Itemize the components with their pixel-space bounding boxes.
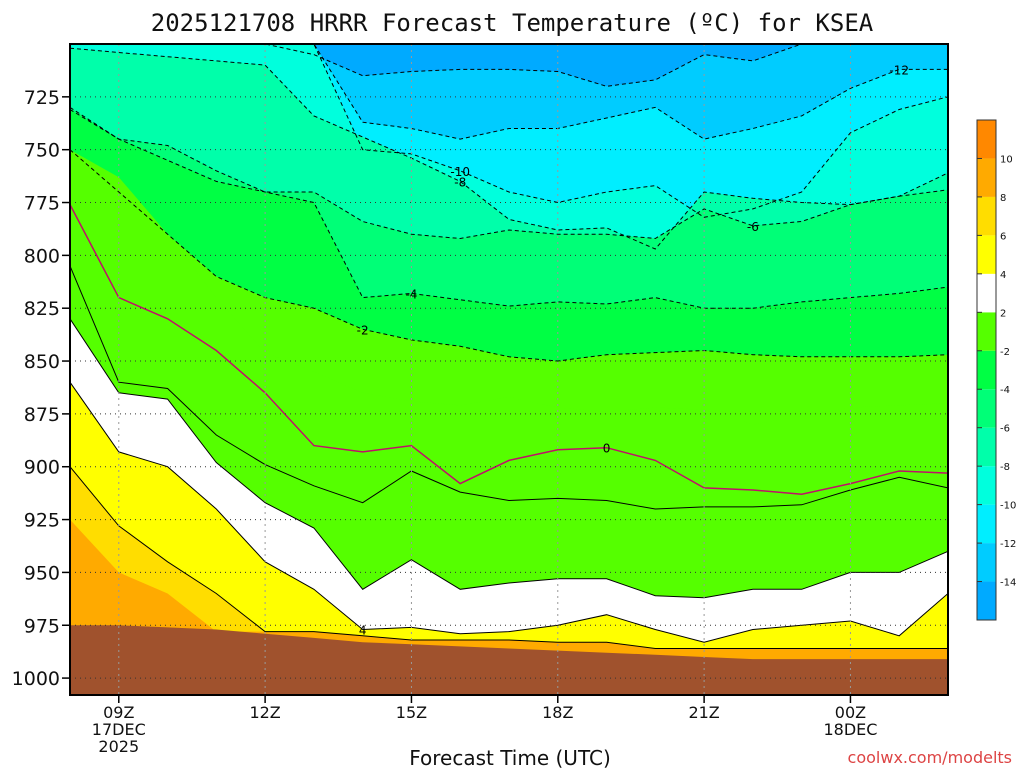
x-tick-label: 09Z bbox=[103, 703, 134, 722]
x-axis-title: Forecast Time (UTC) bbox=[409, 746, 611, 768]
isotherm-0 bbox=[70, 204, 948, 495]
colorbar-swatch bbox=[977, 235, 996, 274]
colorbar-swatch bbox=[977, 427, 996, 467]
isotherm--4 bbox=[70, 109, 948, 309]
colorbar-tick-label: -2 bbox=[1000, 347, 1010, 358]
colorbar-tick-label: -4 bbox=[1000, 385, 1010, 396]
colorbar-swatch bbox=[977, 158, 996, 197]
isotherm--2 bbox=[70, 149, 948, 362]
isotherm-lines: -12 -10-8 -6 -4 -2 0 4 bbox=[70, 44, 948, 649]
colorbar-tick-label: 10 bbox=[1000, 154, 1013, 165]
isotherm--12 bbox=[70, 44, 948, 140]
y-tick-label: 850 bbox=[24, 351, 60, 373]
contour-label: 4 bbox=[359, 623, 367, 637]
colorbar-swatch bbox=[977, 504, 996, 544]
isotherm--10 bbox=[70, 44, 948, 218]
colorbar-swatch bbox=[977, 312, 996, 351]
x-tick-label: 18Z bbox=[542, 703, 573, 722]
isotherm--6 bbox=[70, 106, 948, 240]
colorbar-swatch bbox=[977, 350, 996, 390]
y-axis: 725 750 775 800 825 850 875 900 925 950 975 1000 bbox=[12, 87, 70, 690]
temperature-bands bbox=[70, 44, 948, 695]
y-tick-label: 725 bbox=[24, 87, 60, 109]
colorbar-swatch bbox=[977, 466, 996, 505]
x-tick-label: 17DEC bbox=[92, 720, 146, 739]
contour-label: -4 bbox=[405, 287, 417, 301]
x-tick-label: 2025 bbox=[98, 737, 139, 756]
colorbar-tick-label: -14 bbox=[1000, 578, 1016, 589]
x-tick-label: 18DEC bbox=[823, 720, 877, 739]
y-tick-label: 800 bbox=[24, 245, 60, 267]
isotherm--14 bbox=[70, 44, 948, 87]
y-tick-label: 975 bbox=[24, 615, 60, 637]
colorbar-swatch bbox=[977, 120, 996, 159]
colorbar-tick-label: -6 bbox=[1000, 424, 1010, 435]
contour-label: -2 bbox=[357, 323, 369, 337]
colorbar-tick-label: 6 bbox=[1000, 231, 1006, 242]
contour-label: -8 bbox=[454, 175, 466, 189]
isotherm-4 bbox=[70, 381, 948, 643]
x-tick-label: 12Z bbox=[249, 703, 280, 722]
y-tick-label: 750 bbox=[24, 140, 60, 162]
grid bbox=[69, 43, 949, 696]
colorbar-tick-label: 4 bbox=[1000, 270, 1006, 281]
colorbar-swatch bbox=[977, 196, 996, 236]
colorbar-tick-label: -10 bbox=[1000, 501, 1016, 512]
colorbar-tick-label: 8 bbox=[1000, 193, 1006, 204]
colorbar-tick-label: 2 bbox=[1000, 308, 1006, 319]
colorbar-swatch bbox=[977, 581, 996, 620]
y-tick-label: 825 bbox=[24, 298, 60, 320]
contour-label: 0 bbox=[603, 442, 611, 456]
colorbar: -14 -12 -10 -8 -6 -4 -2 2 4 6 8 10 bbox=[976, 119, 1016, 621]
contour-label: -6 bbox=[747, 220, 759, 234]
isotherm-1 bbox=[70, 265, 948, 510]
plot-frame bbox=[69, 43, 949, 696]
contour-label: -12 bbox=[889, 63, 909, 77]
y-tick-label: 1000 bbox=[12, 668, 60, 690]
chart-title: 2025121708 HRRR Forecast Temperature (ºC… bbox=[151, 9, 874, 37]
colorbar-tick-label: -12 bbox=[1000, 539, 1016, 550]
band-above-4 bbox=[70, 382, 948, 695]
isotherm-6 bbox=[70, 466, 948, 649]
colorbar-swatch bbox=[977, 273, 996, 313]
y-tick-label: 875 bbox=[24, 404, 60, 426]
colorbar-swatch bbox=[977, 543, 996, 582]
x-tick-label: 15Z bbox=[396, 703, 427, 722]
y-tick-label: 775 bbox=[24, 193, 60, 215]
y-tick-label: 900 bbox=[24, 457, 60, 479]
colorbar-swatch bbox=[977, 389, 996, 428]
colorbar-frame bbox=[976, 119, 997, 621]
terrain bbox=[70, 625, 948, 695]
contour-label: -10 bbox=[450, 165, 470, 179]
plot-area: -12 -10-8 -6 -4 -2 0 4 bbox=[70, 44, 948, 695]
watermark: coolwx.com/modelts bbox=[848, 748, 1012, 767]
colorbar-tick-label: -8 bbox=[1000, 462, 1010, 473]
y-tick-label: 925 bbox=[24, 510, 60, 532]
isotherm-2 bbox=[70, 318, 948, 599]
x-tick-label: 21Z bbox=[688, 703, 719, 722]
x-tick-label: 00Z bbox=[835, 703, 866, 722]
isotherm--8 bbox=[70, 47, 948, 250]
y-tick-label: 950 bbox=[24, 562, 60, 584]
